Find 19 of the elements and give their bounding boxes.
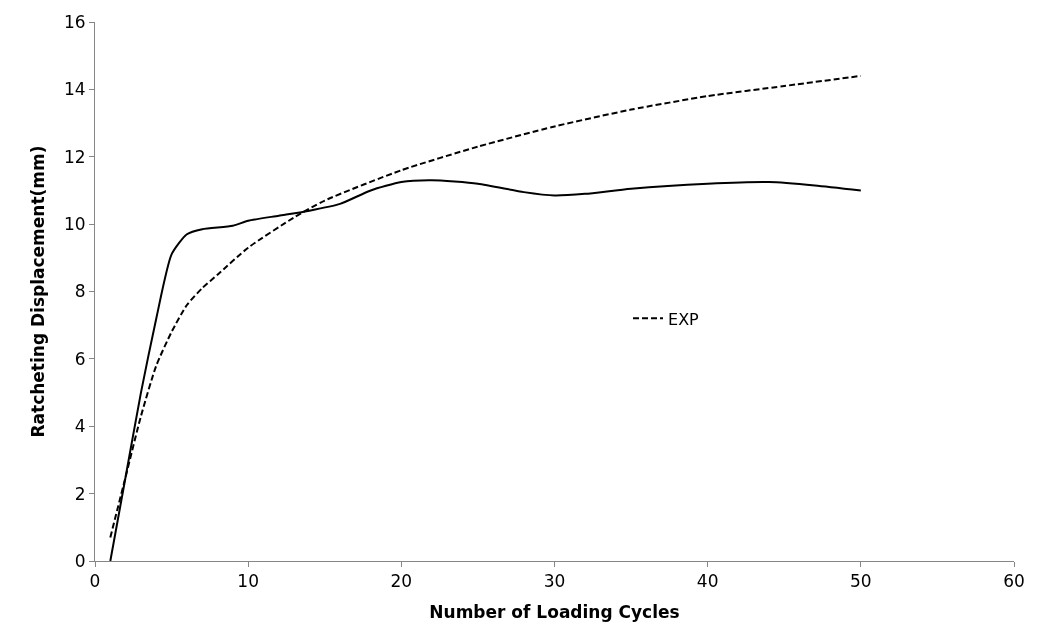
x-tick-label: 40 (696, 571, 719, 592)
x-tick-label: 50 (850, 571, 872, 592)
legend-label: EXP (668, 309, 700, 329)
y-tick-label: 16 (63, 11, 86, 32)
x-tick-label: 10 (237, 571, 259, 592)
x-tick-label: 20 (390, 571, 413, 592)
y-tick-label: 0 (74, 550, 86, 571)
x-tick-label: 30 (543, 571, 566, 592)
x-tick-label: 0 (89, 571, 101, 592)
y-tick-label: 4 (74, 416, 86, 437)
x-tick-label: 60 (1003, 571, 1025, 592)
y-tick-label: 10 (63, 214, 86, 235)
y-tick-label: 2 (74, 483, 86, 504)
y-tick-label: 8 (74, 281, 86, 302)
y-tick-label: 6 (74, 348, 86, 369)
x-axis-title: Number of Loading Cycles (429, 601, 680, 622)
y-tick-label: 14 (63, 79, 86, 100)
y-axis-title: Ratcheting Displacement(mm) (27, 145, 48, 438)
y-tick-label: 12 (63, 146, 86, 167)
